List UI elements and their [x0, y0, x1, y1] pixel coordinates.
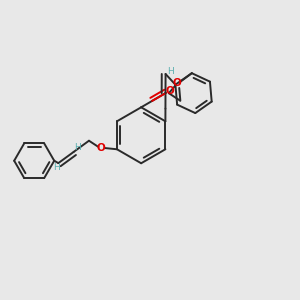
Text: O: O	[165, 86, 174, 96]
Text: H: H	[167, 67, 174, 76]
Text: H: H	[53, 163, 60, 172]
Text: O: O	[172, 78, 181, 88]
Text: H: H	[74, 143, 81, 152]
Text: O: O	[97, 143, 106, 153]
